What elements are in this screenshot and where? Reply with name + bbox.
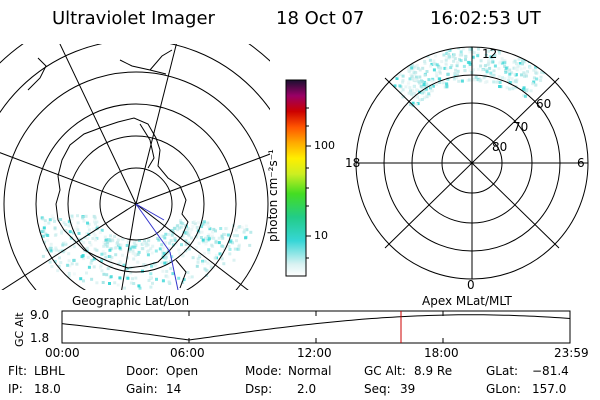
gain-value: 14 bbox=[166, 382, 182, 396]
altitude-x-tick-0600: 06:00 bbox=[170, 346, 205, 360]
gain-label: Gain: bbox=[126, 382, 158, 396]
right-panel-caption: Apex MLat/MLT bbox=[422, 294, 512, 308]
sequence-value: 39 bbox=[400, 382, 416, 396]
door-value: Open bbox=[166, 364, 199, 378]
altitude-y-label: GC Alt bbox=[13, 312, 26, 347]
sequence-label: Seq: bbox=[364, 382, 391, 396]
latitude-circles bbox=[0, 44, 270, 290]
coastlines bbox=[27, 49, 189, 289]
altitude-x-tick-1200: 12:00 bbox=[297, 346, 332, 360]
meridian-lines bbox=[0, 44, 270, 290]
geo-longitude-label: GLon: bbox=[486, 382, 521, 396]
mode-label: Mode: bbox=[245, 364, 282, 378]
mode-value: Normal bbox=[288, 364, 332, 378]
orbit-trace bbox=[135, 203, 179, 290]
gc-altitude-value: 8.9 Re bbox=[414, 364, 453, 378]
left-panel-caption: Geographic Lat/Lon bbox=[72, 294, 190, 308]
colorbar-tick-100: 100 bbox=[314, 139, 335, 152]
colorbar-ticks bbox=[306, 107, 311, 259]
mlat-label-80: 80 bbox=[492, 140, 508, 154]
aurora-emission-right bbox=[393, 47, 546, 108]
altitude-curve bbox=[61, 314, 571, 341]
altitude-x-tick-1800: 18:00 bbox=[424, 346, 459, 360]
colorbar bbox=[285, 79, 307, 277]
mlt-label-18: 18 bbox=[345, 156, 361, 170]
date-label: 18 Oct 07 bbox=[276, 8, 365, 29]
mlt-label-0: 0 bbox=[467, 278, 475, 292]
ip-value: 18.0 bbox=[34, 382, 61, 396]
mlat-label-60: 60 bbox=[536, 97, 552, 111]
colorbar-unit-label: photon cm⁻²s⁻¹ bbox=[266, 149, 280, 242]
altitude-x-ticks bbox=[61, 311, 571, 343]
gc-altitude-label: GC Alt: bbox=[364, 364, 406, 378]
altitude-plot bbox=[61, 310, 571, 344]
mlat-label-70: 70 bbox=[513, 120, 529, 134]
ip-label: IP: bbox=[8, 382, 23, 396]
geographic-map bbox=[0, 44, 270, 290]
geo-latitude-label: GLat: bbox=[486, 364, 519, 378]
mlt-label-6: 6 bbox=[577, 156, 585, 170]
mlt-label-12: 12 bbox=[482, 47, 498, 61]
geo-latitude-value: −81.4 bbox=[532, 364, 569, 378]
mlt-dial bbox=[355, 46, 589, 280]
colorbar-tick-10: 10 bbox=[314, 229, 328, 242]
geo-longitude-value: 157.0 bbox=[532, 382, 567, 396]
instrument-title: Ultraviolet Imager bbox=[52, 8, 215, 29]
altitude-x-tick-2359: 23:59 bbox=[554, 346, 589, 360]
dsp-value: 2.0 bbox=[297, 382, 317, 396]
altitude-x-tick-0000: 00:00 bbox=[45, 346, 80, 360]
altitude-y-tick-max: 9.0 bbox=[30, 308, 50, 322]
mlt-diagonal-2 bbox=[384, 77, 560, 249]
aurora-emission-left bbox=[40, 214, 253, 290]
altitude-plot-frame bbox=[61, 310, 571, 344]
time-label: 16:02:53 UT bbox=[430, 8, 541, 29]
filter-value: LBHL bbox=[34, 364, 65, 378]
filter-label: Flt: bbox=[8, 364, 27, 378]
door-label: Door: bbox=[126, 364, 159, 378]
altitude-y-tick-min: 1.8 bbox=[30, 331, 50, 345]
dsp-label: Dsp: bbox=[245, 382, 273, 396]
